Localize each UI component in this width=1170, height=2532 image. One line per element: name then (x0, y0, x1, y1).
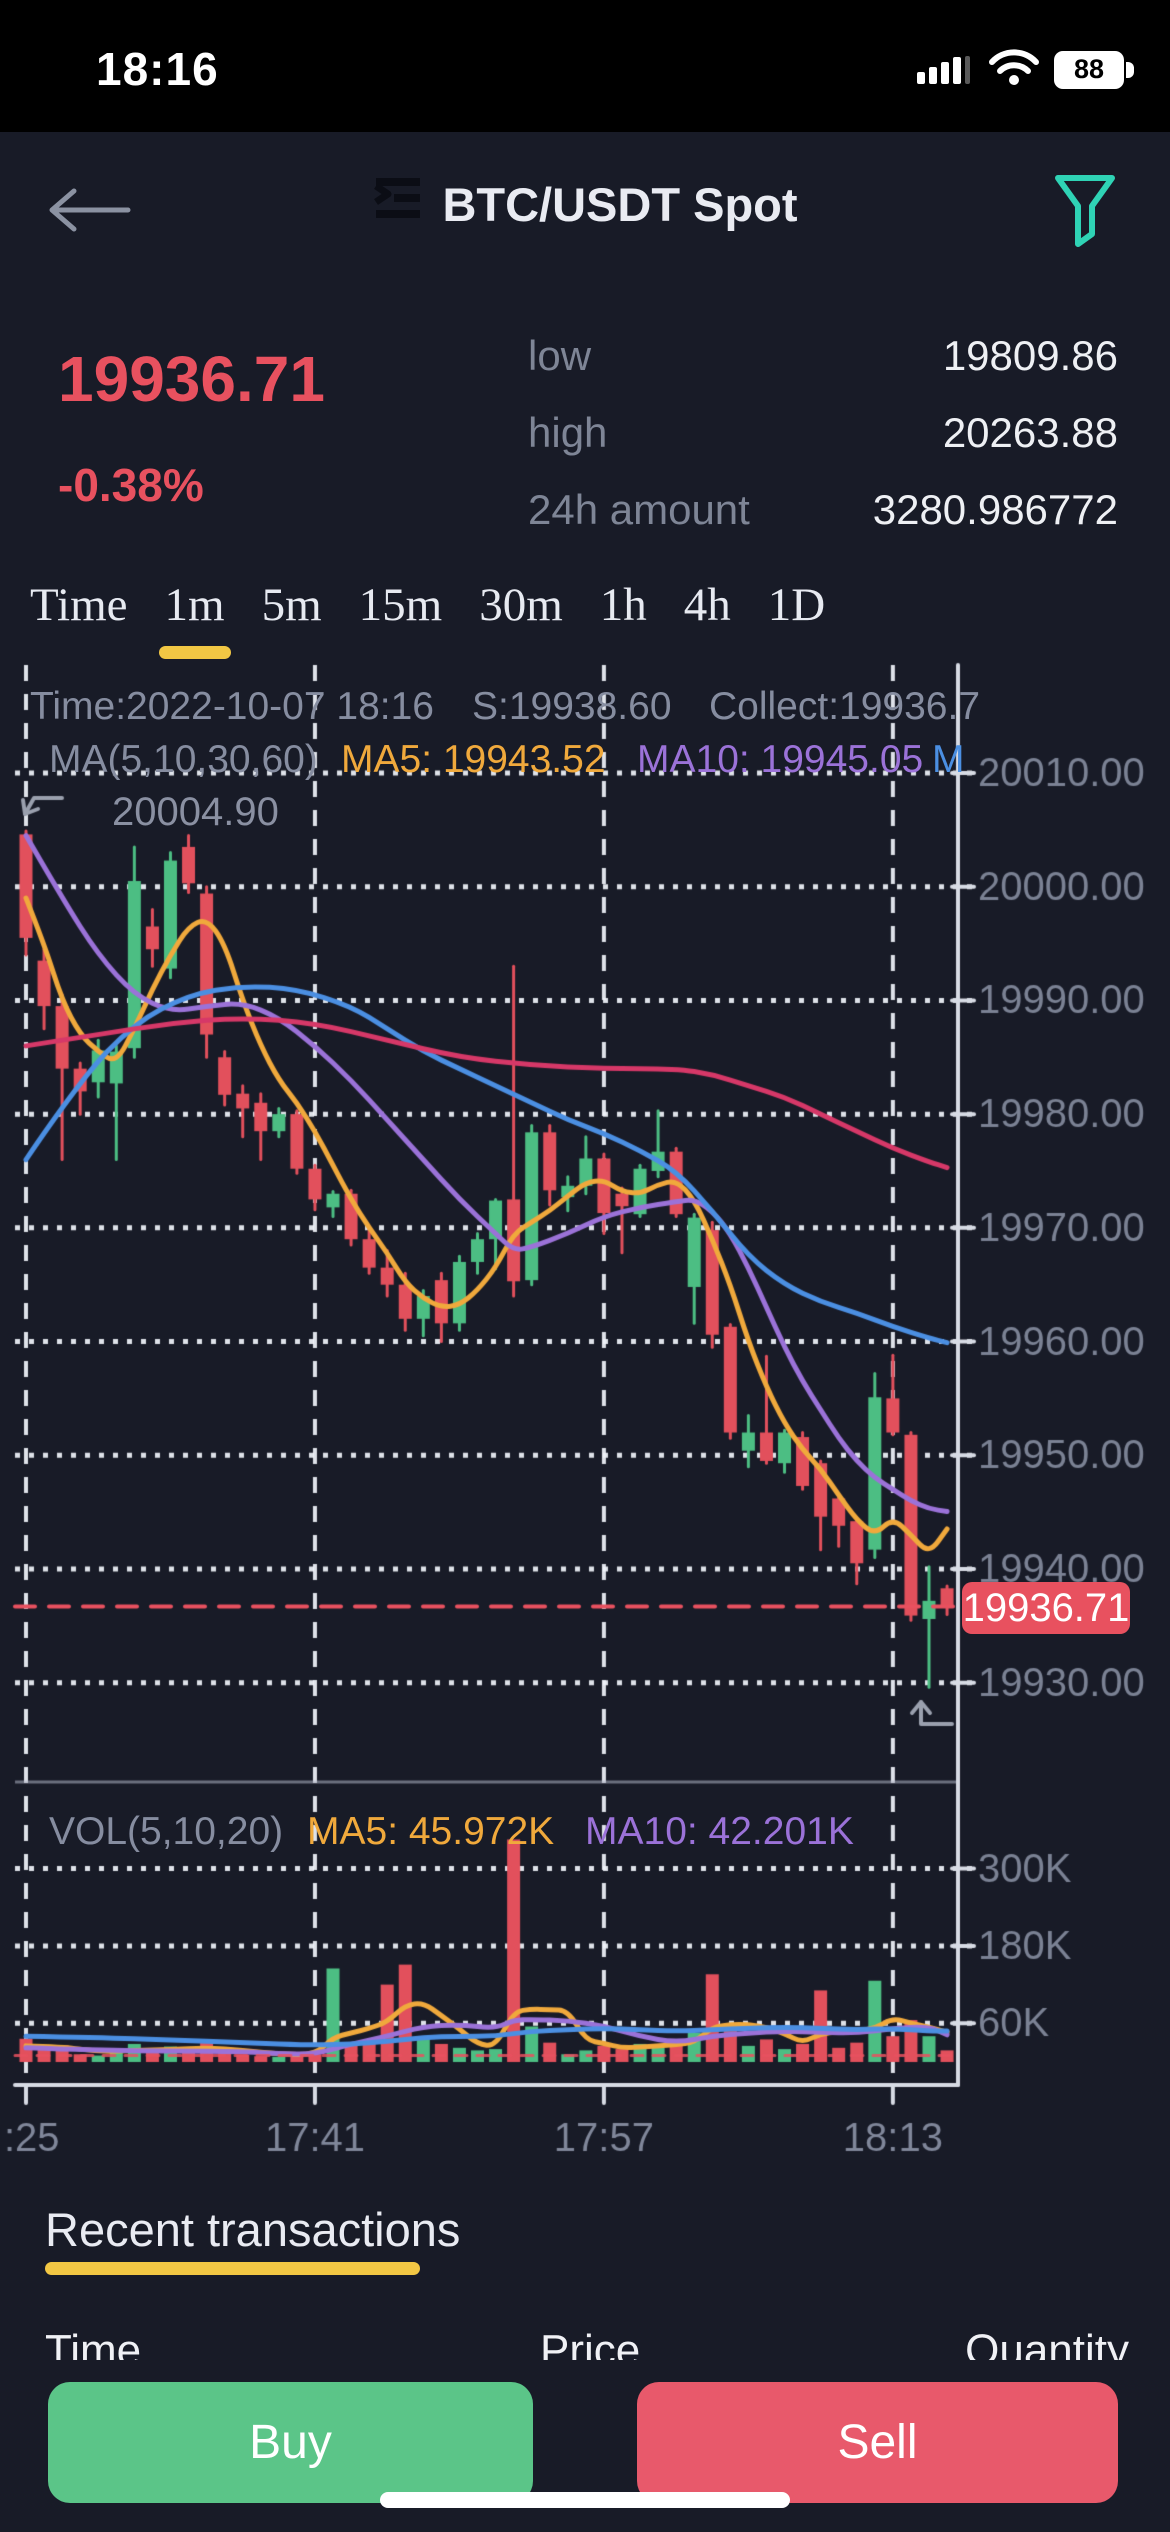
ma10-legend: MA10: 19945.05 (637, 738, 924, 781)
tab-1h[interactable]: 1h (599, 579, 647, 631)
recent-transactions-title: Recent transactions (45, 2203, 461, 2256)
interval-tabs: Time 1m 5m 15m 30m 1h 4h 1D (30, 575, 826, 659)
stat-label: 24h amount (528, 486, 750, 533)
price-volume-chart[interactable] (0, 660, 1170, 2160)
clock: 18:16 (96, 43, 219, 95)
stat-row-high: high 20263.88 (528, 409, 1118, 457)
page-title: BTC/USDT Spot (442, 178, 798, 231)
high-price-marker-label: 20004.90 (112, 790, 279, 834)
pair-list-icon[interactable] (372, 176, 424, 233)
column-price: Price (540, 2326, 641, 2360)
filter-icon[interactable] (1052, 172, 1118, 255)
action-bar: Buy Sell (0, 2360, 1170, 2532)
column-time: Time (45, 2326, 142, 2360)
vol-ma10-legend: MA10: 42.201K (585, 1810, 854, 1853)
tab-30m[interactable]: 30m (479, 579, 563, 631)
chart-area: Time:2022-10-07 18:16 S:19938.60 Collect… (0, 660, 1170, 2160)
back-button[interactable] (40, 182, 136, 243)
status-bar: 18:16 88 (0, 0, 1170, 132)
stat-label: low (528, 332, 592, 379)
stat-value: 3280.986772 (872, 486, 1118, 533)
crosshair-open-label: S:19938.60 (472, 685, 672, 728)
buy-button[interactable]: Buy (48, 2382, 533, 2503)
ma-group-label: MA(5,10,30,60) (49, 738, 318, 781)
section-underline (45, 2262, 420, 2275)
battery-icon: 88 (1054, 50, 1134, 89)
app-header: BTC/USDT Spot (0, 132, 1170, 300)
column-quantity: Quantity (965, 2326, 1129, 2360)
vol-ma5-legend: MA5: 45.972K (307, 1810, 555, 1853)
battery-level: 88 (1073, 54, 1105, 84)
cellular-signal-icon (917, 55, 974, 84)
tab-time[interactable]: Time (30, 579, 128, 631)
crosshair-close-label: Collect:19936.7 (709, 685, 981, 728)
stat-row-low: low 19809.86 (528, 332, 1118, 380)
crosshair-time-label: Time:2022-10-07 18:16 (30, 685, 434, 728)
stat-value: 19809.86 (942, 332, 1118, 379)
status-icons: 88 (917, 48, 1134, 91)
stat-value: 20263.88 (942, 409, 1118, 456)
ticker-panel: 19936.71 -0.38% low 19809.86 high 20263.… (0, 300, 1170, 560)
ticker-stats: low 19809.86 high 20263.88 24h amount 32… (528, 332, 1118, 563)
stat-label: high (528, 409, 608, 456)
price-change: -0.38% (58, 459, 204, 511)
sell-button[interactable]: Sell (637, 2382, 1118, 2503)
tab-4h[interactable]: 4h (683, 579, 731, 631)
transactions-header-row: Time Price Quantity (45, 2326, 1129, 2360)
wifi-icon (988, 48, 1040, 91)
vol-group-label: VOL(5,10,20) (49, 1810, 284, 1853)
tab-1m[interactable]: 1m (158, 575, 231, 659)
last-price: 19936.71 (58, 343, 325, 415)
ma30-legend-clipped: M (932, 738, 965, 781)
home-indicator[interactable] (380, 2492, 790, 2508)
ma5-legend: MA5: 19943.52 (341, 738, 606, 781)
tab-15m[interactable]: 15m (358, 579, 443, 631)
last-price-tag: 19936.71 (962, 1582, 1130, 1634)
tab-5m[interactable]: 5m (261, 579, 322, 631)
tab-1d[interactable]: 1D (767, 579, 826, 631)
stat-row-amount: 24h amount 3280.986772 (528, 486, 1118, 534)
